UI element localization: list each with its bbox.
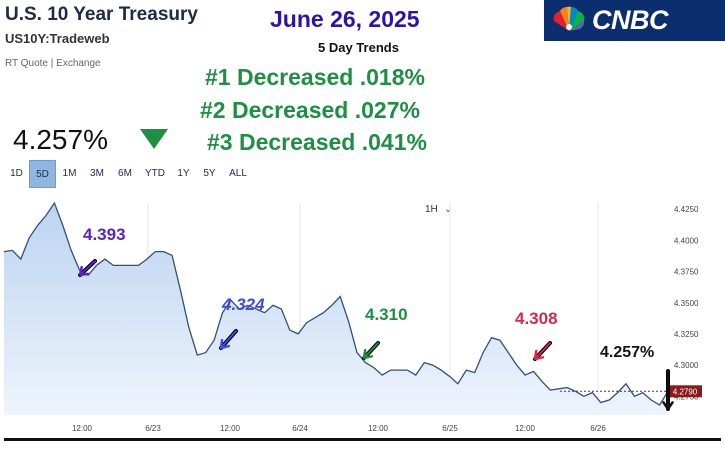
x-tick-label: 12:00: [220, 424, 241, 433]
trend-item-1: #1 Decreased .018%: [205, 64, 425, 90]
annotation-label-2: 4.324: [221, 295, 265, 314]
peacock-icon: [553, 6, 585, 31]
y-tick-label: 4.4250: [674, 205, 699, 214]
annotation-arrowhead-5: [662, 401, 674, 411]
page-title: U.S. 10 Year Treasury: [5, 4, 198, 25]
range-btn-6m[interactable]: 6M: [118, 168, 132, 179]
x-tick-label: 6/26: [590, 424, 606, 433]
last-price-tag: [668, 385, 702, 398]
quote-source: RT Quote | Exchange: [5, 58, 101, 69]
range-btn-all[interactable]: ALL: [229, 168, 247, 179]
bottom-rule: [4, 438, 721, 441]
yield-chart: 4.4250 4.4000 4.3750 4.3500 4.3250 4.3000 4.27…: [3, 201, 721, 441]
cnbc-logo-text: CNBC: [592, 5, 669, 35]
annotation-arrowhead-1: [78, 265, 90, 277]
y-tick-label: 4.3250: [674, 330, 699, 339]
x-tick-label: 6/24: [292, 424, 308, 433]
x-tick-label: 12:00: [368, 424, 389, 433]
chevron-down-icon[interactable]: ⌄: [444, 204, 453, 215]
annotation-arrow-4: [534, 342, 551, 360]
last-price: 4.257%: [13, 124, 108, 155]
series-line: [3, 201, 669, 406]
y-tick-label: 4.4000: [674, 236, 699, 245]
x-tick-label: 12:00: [515, 424, 536, 433]
range-btn-1d[interactable]: 1D: [10, 168, 23, 179]
y-tick-label: 4.3000: [674, 361, 699, 370]
series-area: [4, 203, 668, 415]
range-btn-1m[interactable]: 1M: [62, 168, 77, 179]
y-tick-label: 4.3500: [674, 299, 699, 308]
trend-item-2: #2 Decreased .027%: [200, 97, 420, 123]
trend-item-3: #3 Decreased .041%: [207, 129, 427, 155]
annotation-arrowhead-4: [533, 349, 545, 361]
range-btn-3m[interactable]: 3M: [90, 168, 104, 179]
x-tick-label: 12:00: [72, 424, 93, 433]
down-triangle-icon: [140, 129, 168, 149]
annotation-arrowhead-2: [219, 338, 231, 350]
range-btn-ytd[interactable]: YTD: [145, 168, 165, 179]
trend-title: 5 Day Trends: [318, 40, 399, 55]
overlay-date: June 26, 2025: [270, 6, 420, 32]
annotation-label-5: 4.257%: [600, 344, 654, 361]
range-btn-5d[interactable]: 5D: [29, 160, 56, 188]
y-tick-label: 4.3750: [674, 268, 699, 277]
range-btn-1y[interactable]: 1Y: [177, 168, 190, 179]
ticker-symbol: US10Y:Tradeweb: [5, 31, 110, 46]
interval-dropdown[interactable]: 1H: [425, 204, 438, 215]
annotation-label-4: 4.308: [515, 309, 558, 328]
last-price-tag-label: 4.2790: [673, 387, 698, 396]
annotation-arrow-1: [79, 260, 96, 276]
x-tick-label: 6/25: [442, 424, 458, 433]
x-tick-label: 6/23: [145, 424, 161, 433]
annotation-arrow-3: [363, 342, 379, 359]
annotation-arrowhead-3: [362, 348, 374, 360]
annotation-label-3: 4.310: [365, 305, 408, 324]
range-btn-5y[interactable]: 5Y: [203, 168, 216, 179]
annotation-label-1: 4.393: [83, 225, 126, 244]
annotation-arrow-2: [220, 330, 237, 349]
